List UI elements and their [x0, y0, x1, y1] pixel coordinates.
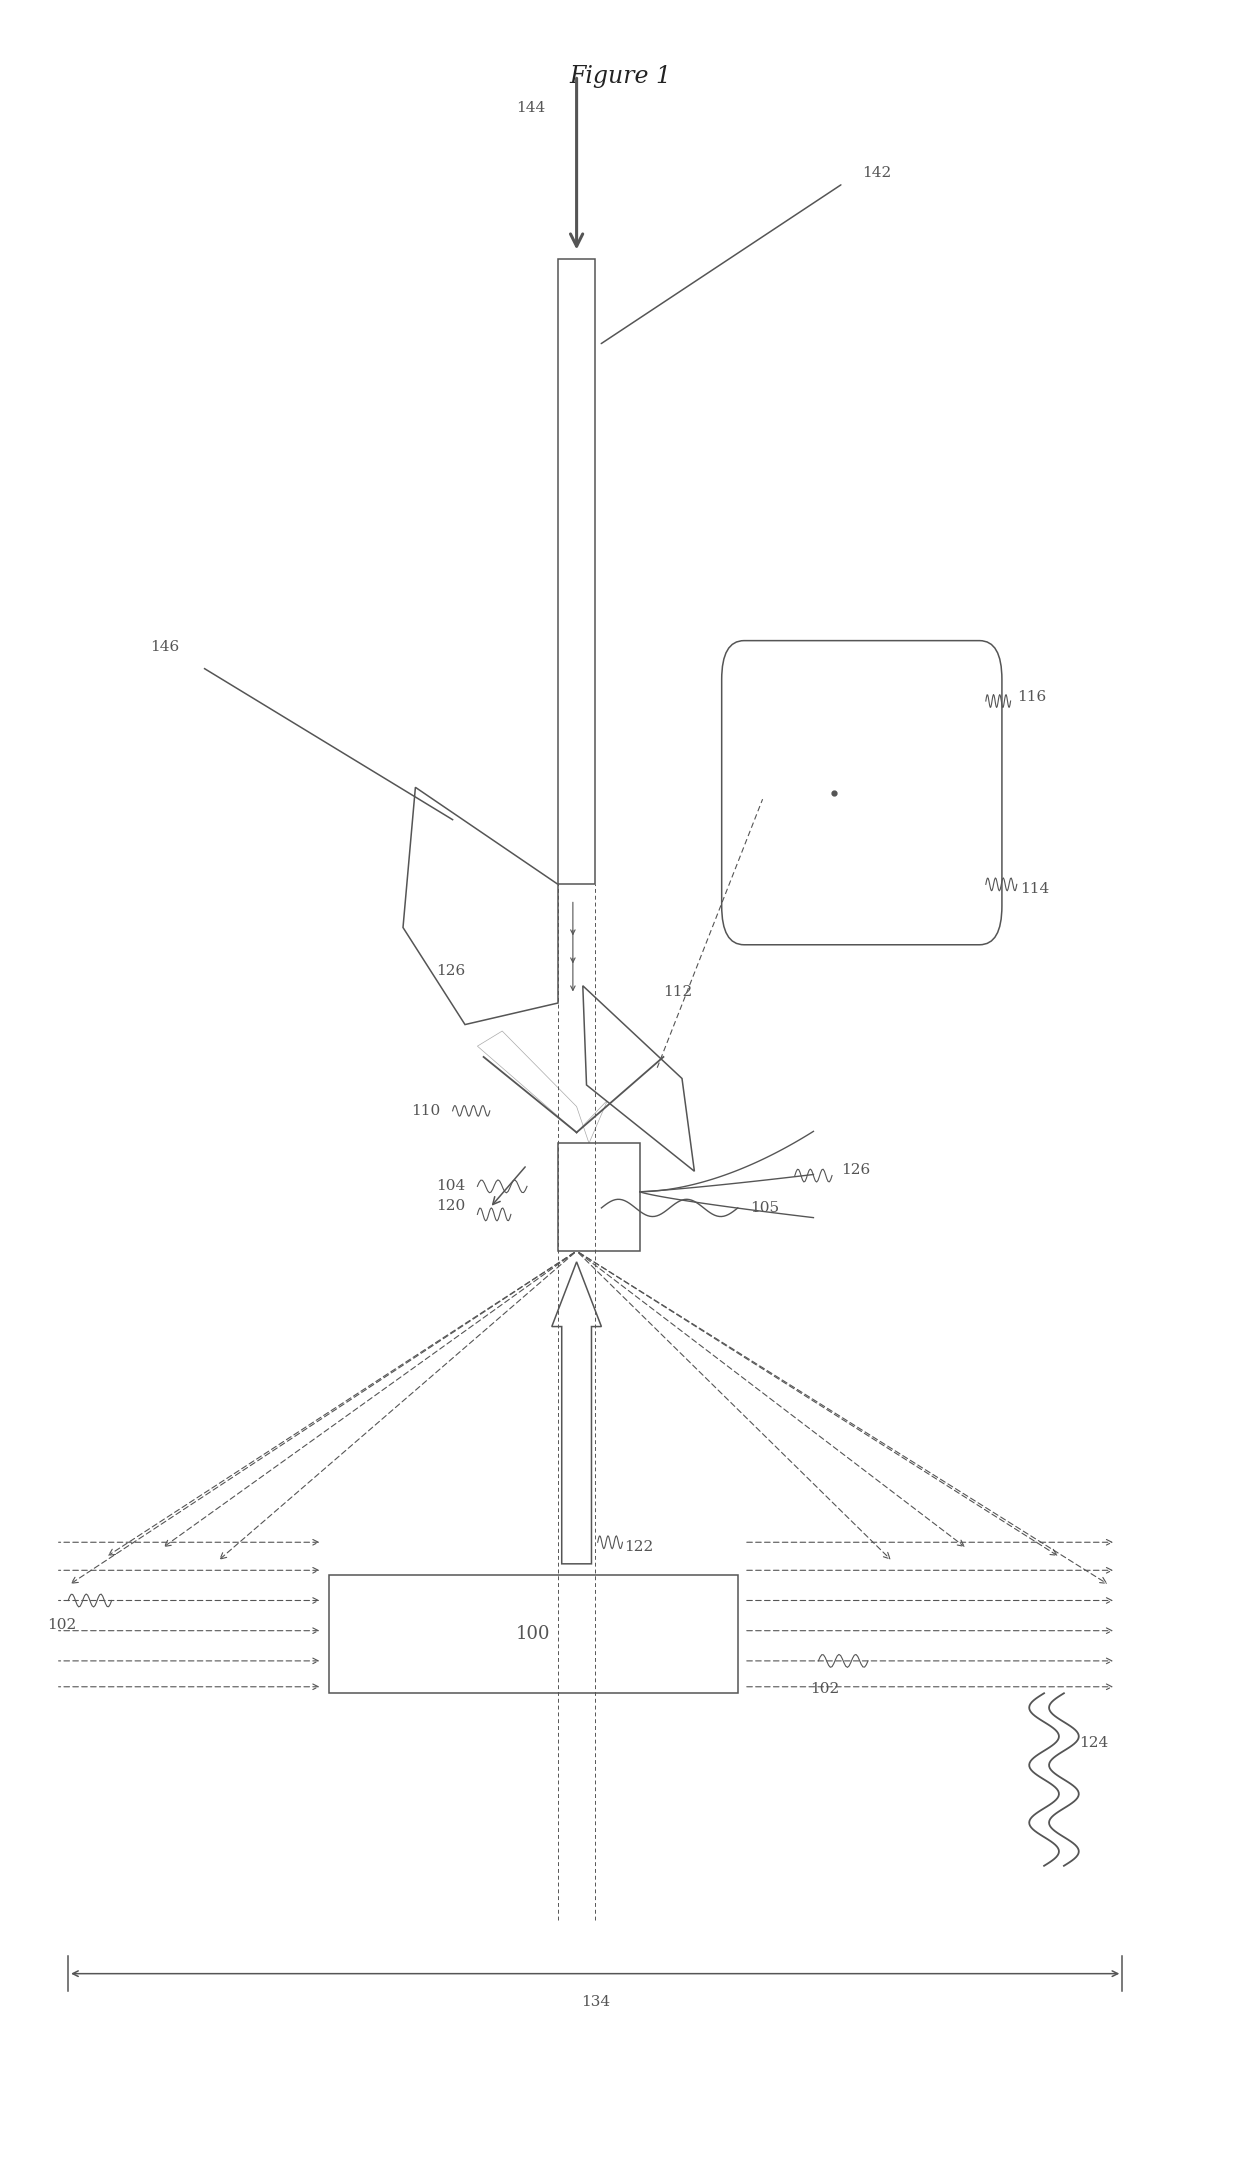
Bar	[558, 1143, 640, 1251]
Text: 102: 102	[810, 1682, 839, 1695]
Text: 114: 114	[1021, 882, 1050, 895]
Polygon shape	[552, 1262, 601, 1564]
Bar	[329, 1575, 738, 1693]
FancyBboxPatch shape	[722, 641, 1002, 945]
Polygon shape	[403, 787, 558, 1025]
Text: 124: 124	[1079, 1736, 1109, 1749]
Text: 104: 104	[435, 1180, 465, 1193]
Text: Figure 1: Figure 1	[569, 65, 671, 88]
Text: 105: 105	[750, 1201, 779, 1214]
Text: 142: 142	[862, 166, 892, 179]
Text: 116: 116	[1017, 690, 1047, 703]
Text: 126: 126	[435, 964, 465, 977]
Polygon shape	[583, 986, 694, 1171]
Text: 146: 146	[150, 641, 180, 654]
Text: 134: 134	[580, 1995, 610, 2008]
Text: 126: 126	[841, 1163, 870, 1178]
Polygon shape	[477, 1031, 608, 1143]
Text: 100: 100	[516, 1624, 551, 1644]
Text: 120: 120	[435, 1199, 465, 1212]
Text: 144: 144	[516, 101, 546, 114]
Text: 122: 122	[624, 1540, 653, 1553]
Text: 110: 110	[410, 1104, 440, 1117]
Text: 102: 102	[47, 1618, 77, 1631]
Bar	[558, 259, 595, 884]
Text: 112: 112	[663, 986, 693, 999]
